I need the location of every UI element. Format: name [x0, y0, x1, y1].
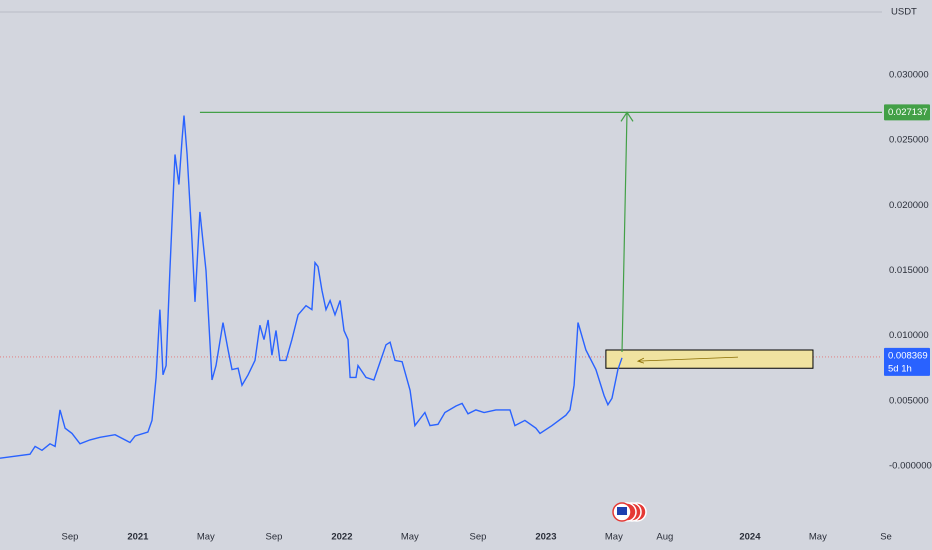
target-arrow — [620, 111, 634, 353]
y-tick-label: -0.000000 — [889, 460, 932, 471]
x-tick-label: May — [401, 532, 419, 543]
x-tick-label: May — [809, 532, 827, 543]
last-price-box — [884, 347, 930, 376]
y-tick-label: 0.005000 — [889, 395, 929, 406]
y-tick-label: 0.010000 — [889, 330, 929, 341]
x-tick-label: May — [197, 532, 215, 543]
last-price-label: 0.008369 — [888, 350, 928, 361]
x-tick-label: Sep — [266, 532, 283, 543]
y-tick-label: 0.015000 — [889, 265, 929, 276]
countdown-label: 5d 1h — [888, 363, 912, 374]
events-icon — [612, 502, 647, 522]
x-tick-label: Sep — [62, 532, 79, 543]
y-tick-label: 0.020000 — [889, 200, 929, 211]
x-tick-label: Sep — [470, 532, 487, 543]
x-tick-label: 2022 — [331, 532, 352, 543]
y-tick-label: 0.025000 — [889, 135, 929, 146]
x-tick-label: 2023 — [535, 532, 556, 543]
x-tick-label: 2024 — [739, 532, 761, 543]
target-price-box — [884, 104, 930, 121]
zone-box — [605, 349, 814, 369]
price-line — [0, 115, 623, 459]
x-tick-label: Aug — [656, 532, 673, 543]
zone-arrow — [636, 356, 738, 364]
y-tick-label: 0.030000 — [889, 70, 929, 81]
x-tick-label: 2021 — [127, 532, 149, 543]
currency-label: USDT — [891, 7, 917, 18]
x-tick-label: Se — [880, 532, 892, 543]
x-tick-label: May — [605, 532, 623, 543]
target-price-label: 0.027137 — [888, 107, 928, 118]
